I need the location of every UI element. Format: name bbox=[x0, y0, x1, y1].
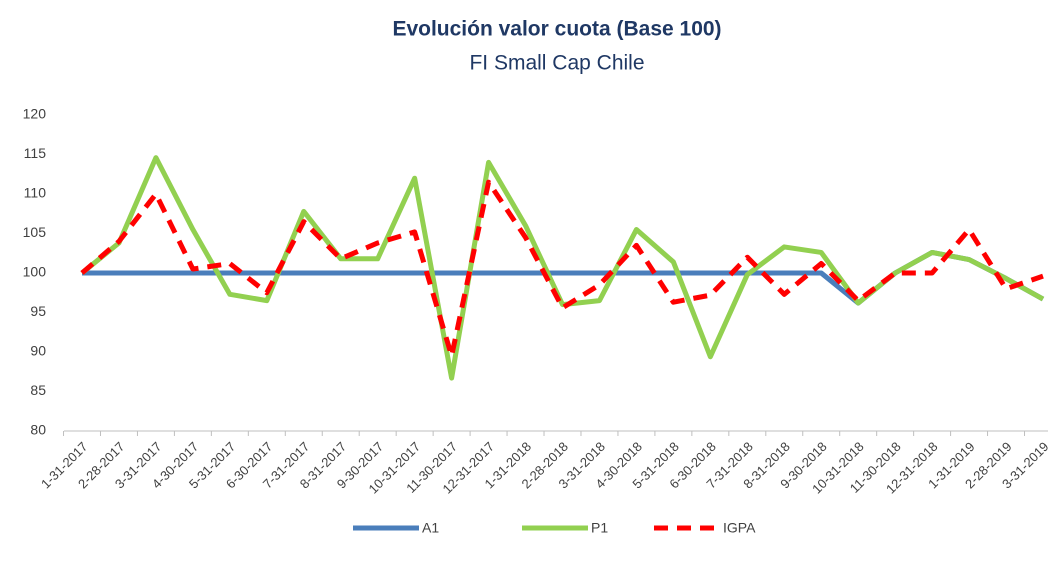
legend-label: IGPA bbox=[723, 520, 756, 536]
y-tick-label: 120 bbox=[23, 106, 47, 122]
y-tick-label: 95 bbox=[30, 303, 46, 319]
y-tick-label: 80 bbox=[30, 422, 46, 438]
y-tick-label: 85 bbox=[30, 382, 46, 398]
y-tick-label: 115 bbox=[24, 145, 47, 161]
y-tick-label: 105 bbox=[23, 224, 47, 240]
legend-label: P1 bbox=[591, 520, 608, 536]
chart-subtitle: FI Small Cap Chile bbox=[469, 52, 644, 75]
series-line bbox=[82, 249, 1045, 306]
y-tick-label: 100 bbox=[23, 264, 47, 280]
y-tick-label: 110 bbox=[24, 185, 47, 201]
y-tick-label: 90 bbox=[30, 343, 46, 359]
chart-title: Evolución valor cuota (Base 100) bbox=[392, 18, 721, 41]
series-line bbox=[80, 179, 1044, 359]
series-line bbox=[80, 155, 1045, 381]
legend-label: A1 bbox=[422, 520, 439, 536]
